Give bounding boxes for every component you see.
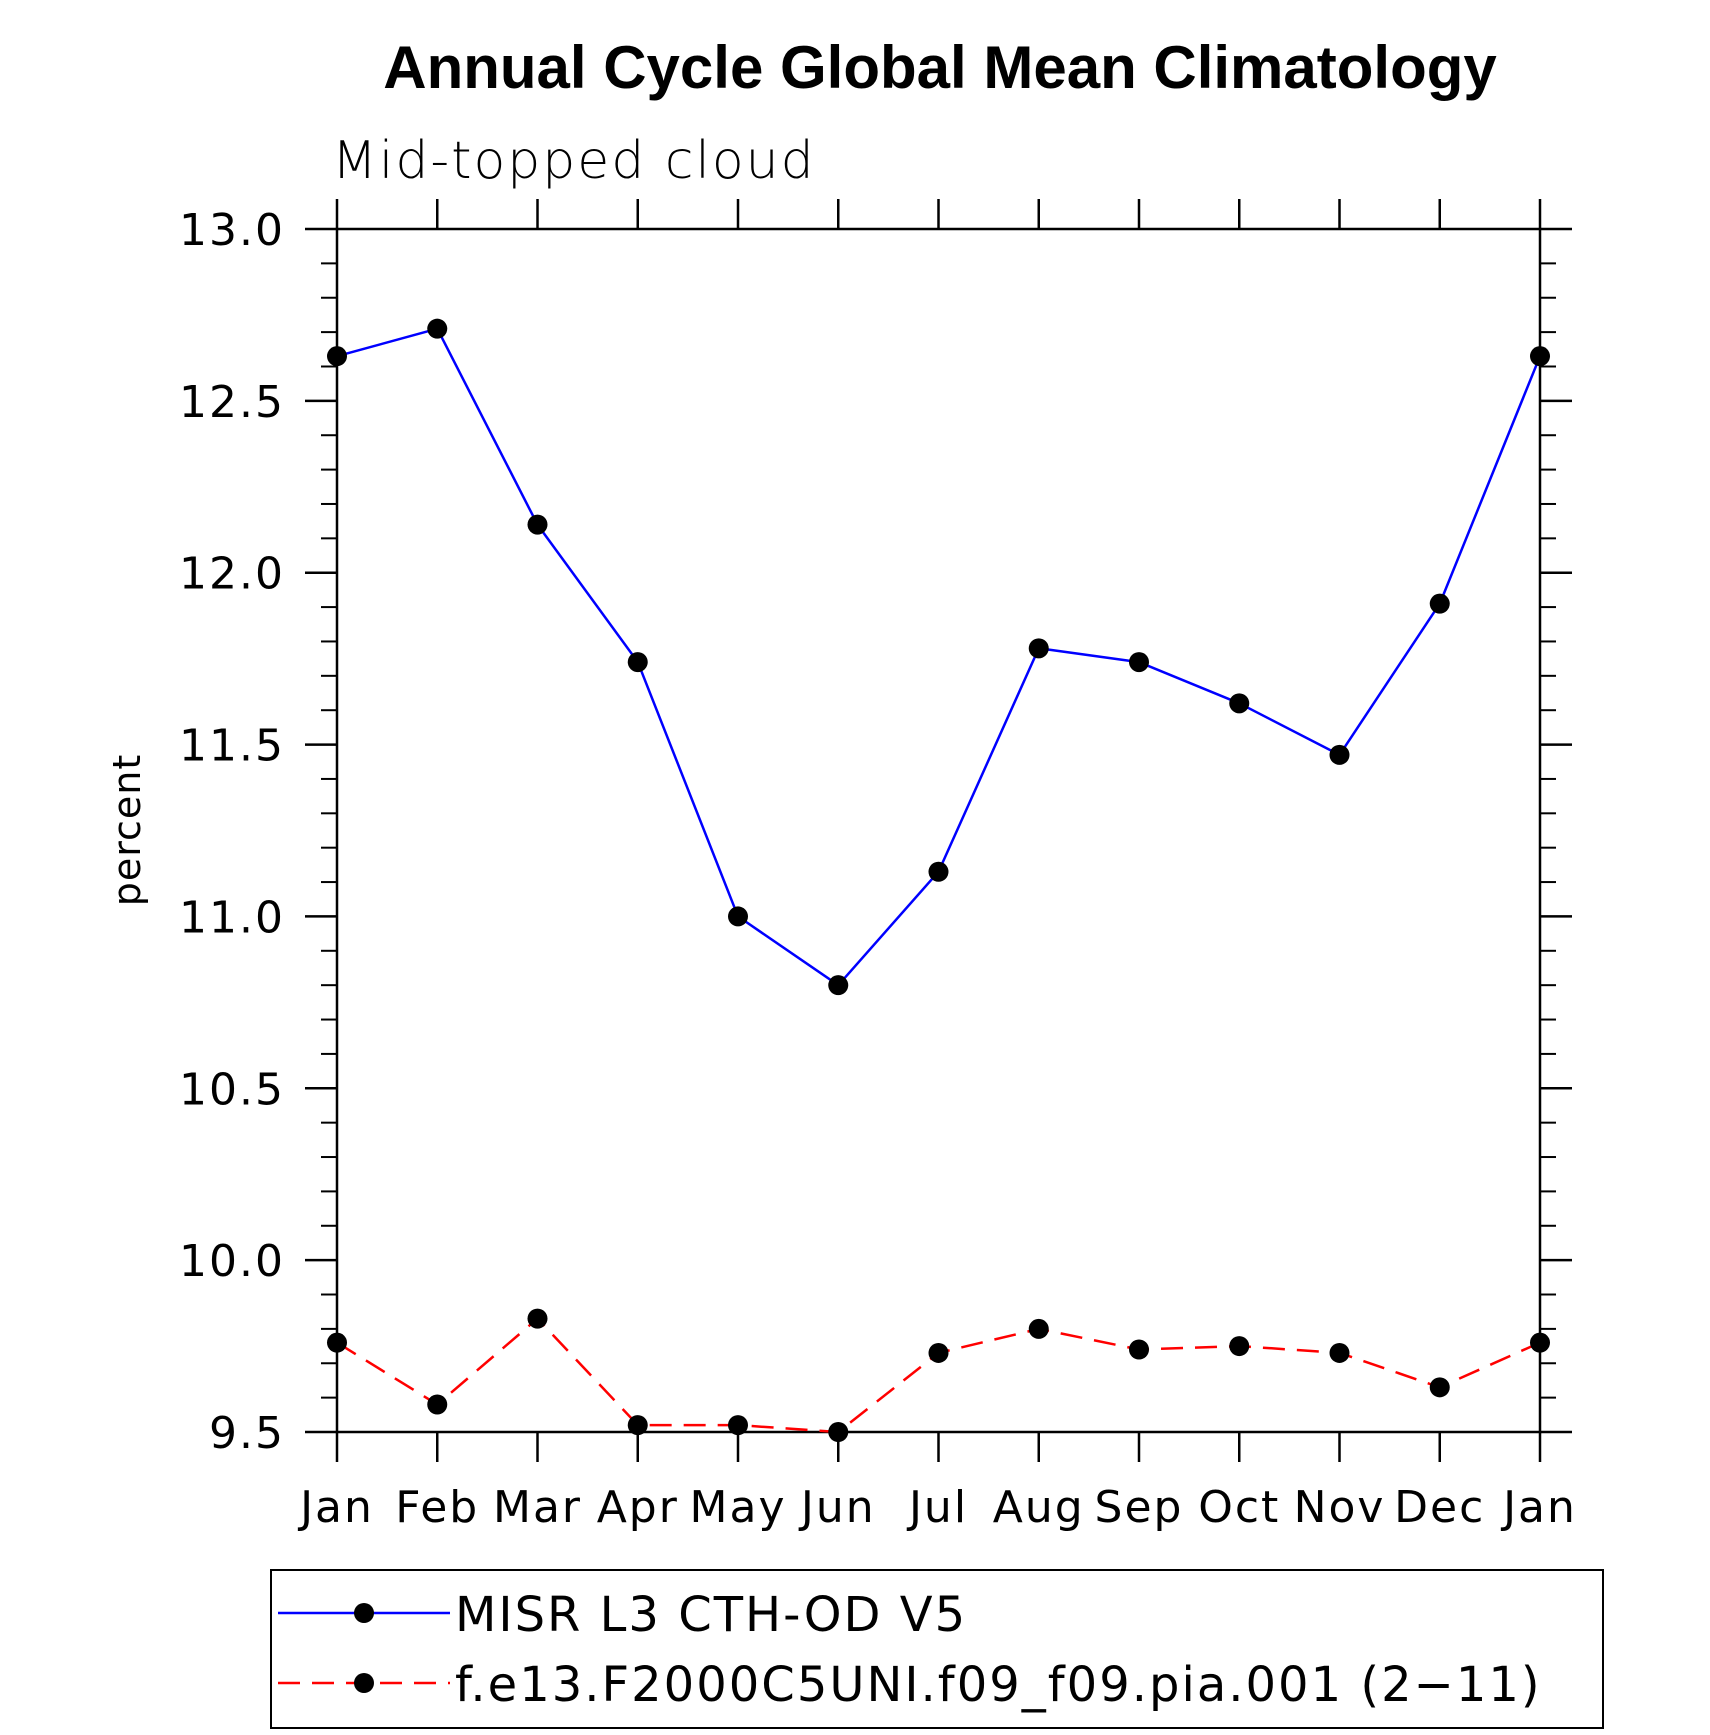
x-tick-label-apr: Apr (597, 1482, 679, 1533)
y-tick-label: 11.0 (179, 892, 285, 943)
point-misr-jun-5 (828, 975, 849, 996)
y-tick-label: 13.0 (179, 205, 285, 256)
point-model-jul-6 (928, 1342, 949, 1363)
point-model-oct-9 (1229, 1336, 1250, 1357)
point-model-dec-11 (1429, 1377, 1450, 1398)
y-tick-label: 11.5 (179, 721, 285, 772)
point-misr-jul-6 (928, 861, 949, 882)
x-tick-label-jun: Jun (798, 1482, 876, 1533)
y-tick-label: 10.5 (179, 1064, 285, 1115)
x-tick-label-nov: Nov (1294, 1482, 1386, 1533)
x-tick-label-may: May (690, 1482, 787, 1533)
y-tick-label: 9.5 (209, 1408, 285, 1459)
point-misr-nov-10 (1329, 744, 1350, 765)
axes: 9.5 10.0 10.5 11.0 11.5 12.0 12.5 13.0 Jan Feb Mar… (179, 199, 1577, 1533)
point-misr-oct-9 (1229, 693, 1250, 714)
point-model-feb-1 (427, 1394, 448, 1415)
legend-marker-misr (354, 1603, 374, 1623)
point-misr-jan-0 (327, 346, 347, 367)
y-axis-label: percent (105, 754, 149, 907)
legend-label-misr: MISR L3 CTH-OD V5 (455, 1587, 967, 1643)
legend-label-model: f.e13.F2000C5UNI.f09_f09.pia.001 (2−11) (455, 1657, 1542, 1713)
point-misr-dec-11 (1429, 593, 1450, 614)
x-tick-label-feb: Feb (395, 1482, 479, 1533)
y-tick-label: 12.5 (179, 377, 285, 428)
legend: MISR L3 CTH-OD V5 f.e13.F2000C5UNI.f09_f… (270, 1569, 1604, 1729)
point-model-may-4 (728, 1415, 748, 1436)
series-line-f-e13-f2000c5uni-f09-f09-pia-001-2-11 (336, 1317, 1541, 1434)
x-tick-label-mar: Mar (493, 1482, 582, 1533)
point-misr-sep-8 (1129, 652, 1149, 673)
plot-frame (335, 227, 1542, 1434)
series-line-misr-l3-cth-od-v5 (336, 327, 1542, 987)
x-tick-label-jan: Jan (297, 1482, 374, 1533)
point-model-aug-7 (1028, 1318, 1049, 1339)
point-model-mar-2 (527, 1308, 548, 1329)
x-tick-label-jan: Jan (1500, 1482, 1577, 1533)
chart-subtitle: Mid-topped cloud (332, 131, 816, 191)
point-misr-apr-3 (627, 652, 648, 673)
point-misr-mar-2 (527, 514, 548, 535)
point-model-apr-3 (627, 1415, 648, 1436)
x-tick-label-dec: Dec (1394, 1482, 1485, 1533)
point-model-nov-10 (1329, 1342, 1350, 1363)
point-model-jan-0 (327, 1332, 347, 1353)
point-misr-feb-1 (427, 318, 448, 339)
point-misr-jan-12 (1530, 346, 1550, 367)
point-misr-aug-7 (1028, 638, 1049, 659)
x-tick-label-aug: Aug (993, 1482, 1085, 1533)
y-tick-label: 12.0 (179, 549, 285, 600)
legend-marker-model (354, 1673, 374, 1693)
x-tick-label-jul: Jul (906, 1482, 968, 1533)
chart-title: Annual Cycle Global Mean Climatology (383, 34, 1497, 101)
point-model-jun-5 (828, 1422, 849, 1442)
x-tick-label-oct: Oct (1198, 1482, 1280, 1533)
x-tick-label-sep: Sep (1095, 1482, 1184, 1533)
series-markers (327, 318, 1550, 1442)
legend-box (270, 1569, 1604, 1729)
point-model-jan-12 (1530, 1332, 1550, 1353)
y-tick-label: 10.0 (179, 1236, 285, 1287)
point-model-sep-8 (1129, 1339, 1149, 1360)
point-misr-may-4 (728, 906, 748, 927)
